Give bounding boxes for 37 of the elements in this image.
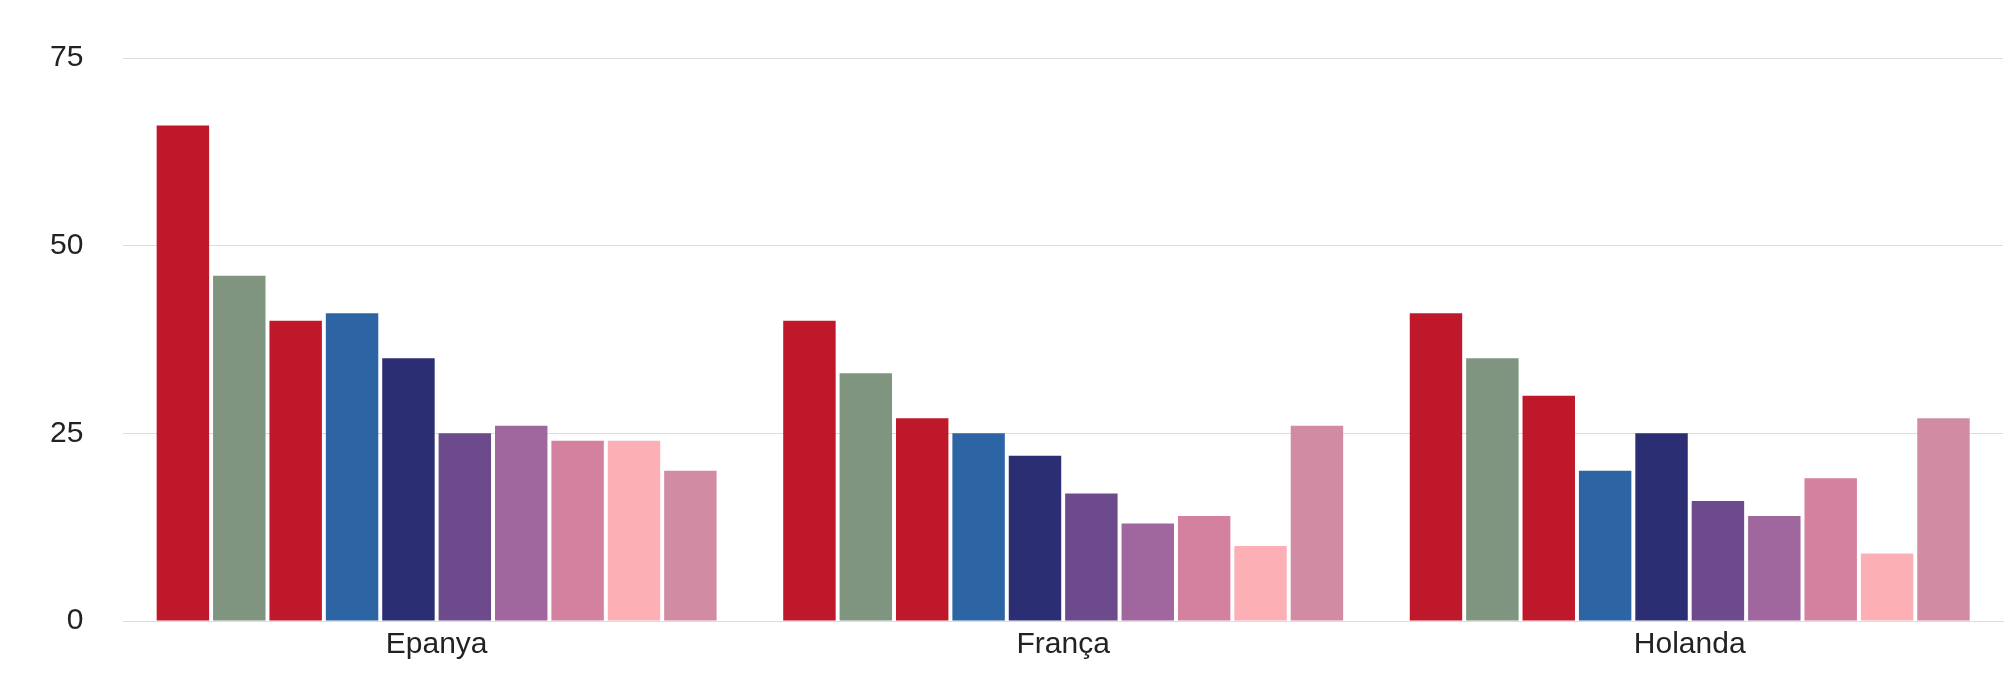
bar	[1234, 545, 1287, 621]
bar	[839, 373, 893, 621]
bar	[495, 425, 548, 621]
bar	[1177, 515, 1231, 621]
bar	[1578, 470, 1632, 621]
y-tick-label: 50	[49, 226, 84, 260]
bar	[1121, 523, 1174, 621]
bar	[269, 320, 322, 621]
bar	[213, 275, 266, 621]
bar	[1008, 455, 1062, 621]
bar	[1691, 500, 1745, 621]
bar	[438, 433, 492, 621]
x-tick-label: França	[1016, 626, 1111, 660]
bar	[1409, 313, 1463, 621]
bar	[952, 433, 1005, 621]
x-tick-label: Holanda	[1633, 626, 1746, 660]
y-tick-label: 0	[66, 602, 84, 636]
bar	[1065, 493, 1118, 621]
bar	[156, 125, 210, 621]
bar	[1860, 553, 1914, 621]
bar	[551, 440, 604, 621]
bar	[1290, 425, 1344, 621]
bar	[1466, 358, 1519, 621]
bar	[382, 358, 435, 621]
bar	[1522, 395, 1575, 621]
bar	[1635, 433, 1688, 621]
x-tick-label: Epanya	[385, 626, 488, 660]
bar	[895, 418, 949, 621]
bar	[664, 470, 717, 621]
bar	[1917, 418, 1970, 621]
bar	[1804, 478, 1857, 621]
bar	[607, 440, 661, 621]
bar	[1748, 515, 1801, 621]
y-tick-label: 25	[49, 414, 84, 448]
bar	[783, 320, 836, 621]
bar	[325, 313, 379, 621]
y-tick-label: 75	[49, 39, 84, 73]
